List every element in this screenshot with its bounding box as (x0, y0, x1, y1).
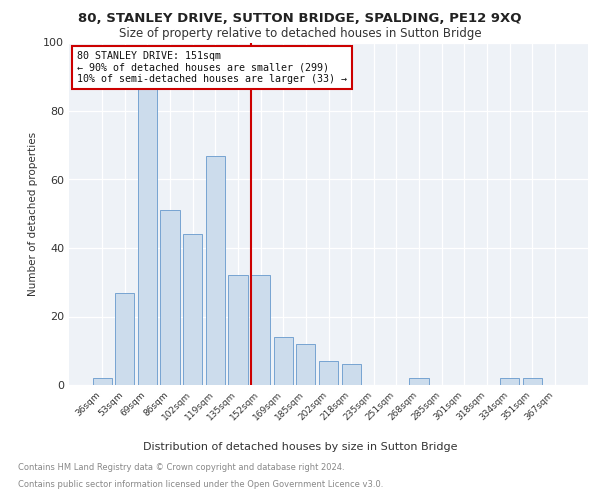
Bar (229, 276, 248, 385)
Bar (500, 378, 519, 385)
Bar (319, 361, 338, 385)
Text: Size of property relative to detached houses in Sutton Bridge: Size of property relative to detached ho… (119, 28, 481, 40)
Bar (409, 378, 428, 385)
Bar (92, 378, 112, 385)
Bar (274, 337, 293, 385)
Text: Contains HM Land Registry data © Crown copyright and database right 2024.: Contains HM Land Registry data © Crown c… (18, 464, 344, 472)
Bar (160, 210, 180, 385)
Text: Contains public sector information licensed under the Open Government Licence v3: Contains public sector information licen… (18, 480, 383, 489)
Bar (183, 234, 202, 385)
Bar (206, 156, 225, 385)
Bar (251, 276, 270, 385)
Bar (138, 66, 157, 385)
Bar (523, 378, 542, 385)
Bar (341, 364, 361, 385)
Text: 80, STANLEY DRIVE, SUTTON BRIDGE, SPALDING, PE12 9XQ: 80, STANLEY DRIVE, SUTTON BRIDGE, SPALDI… (78, 12, 522, 26)
Text: 80 STANLEY DRIVE: 151sqm
← 90% of detached houses are smaller (299)
10% of semi-: 80 STANLEY DRIVE: 151sqm ← 90% of detach… (77, 51, 347, 84)
Bar (115, 292, 134, 385)
Y-axis label: Number of detached properties: Number of detached properties (28, 132, 38, 296)
Text: Distribution of detached houses by size in Sutton Bridge: Distribution of detached houses by size … (143, 442, 457, 452)
Bar (296, 344, 316, 385)
